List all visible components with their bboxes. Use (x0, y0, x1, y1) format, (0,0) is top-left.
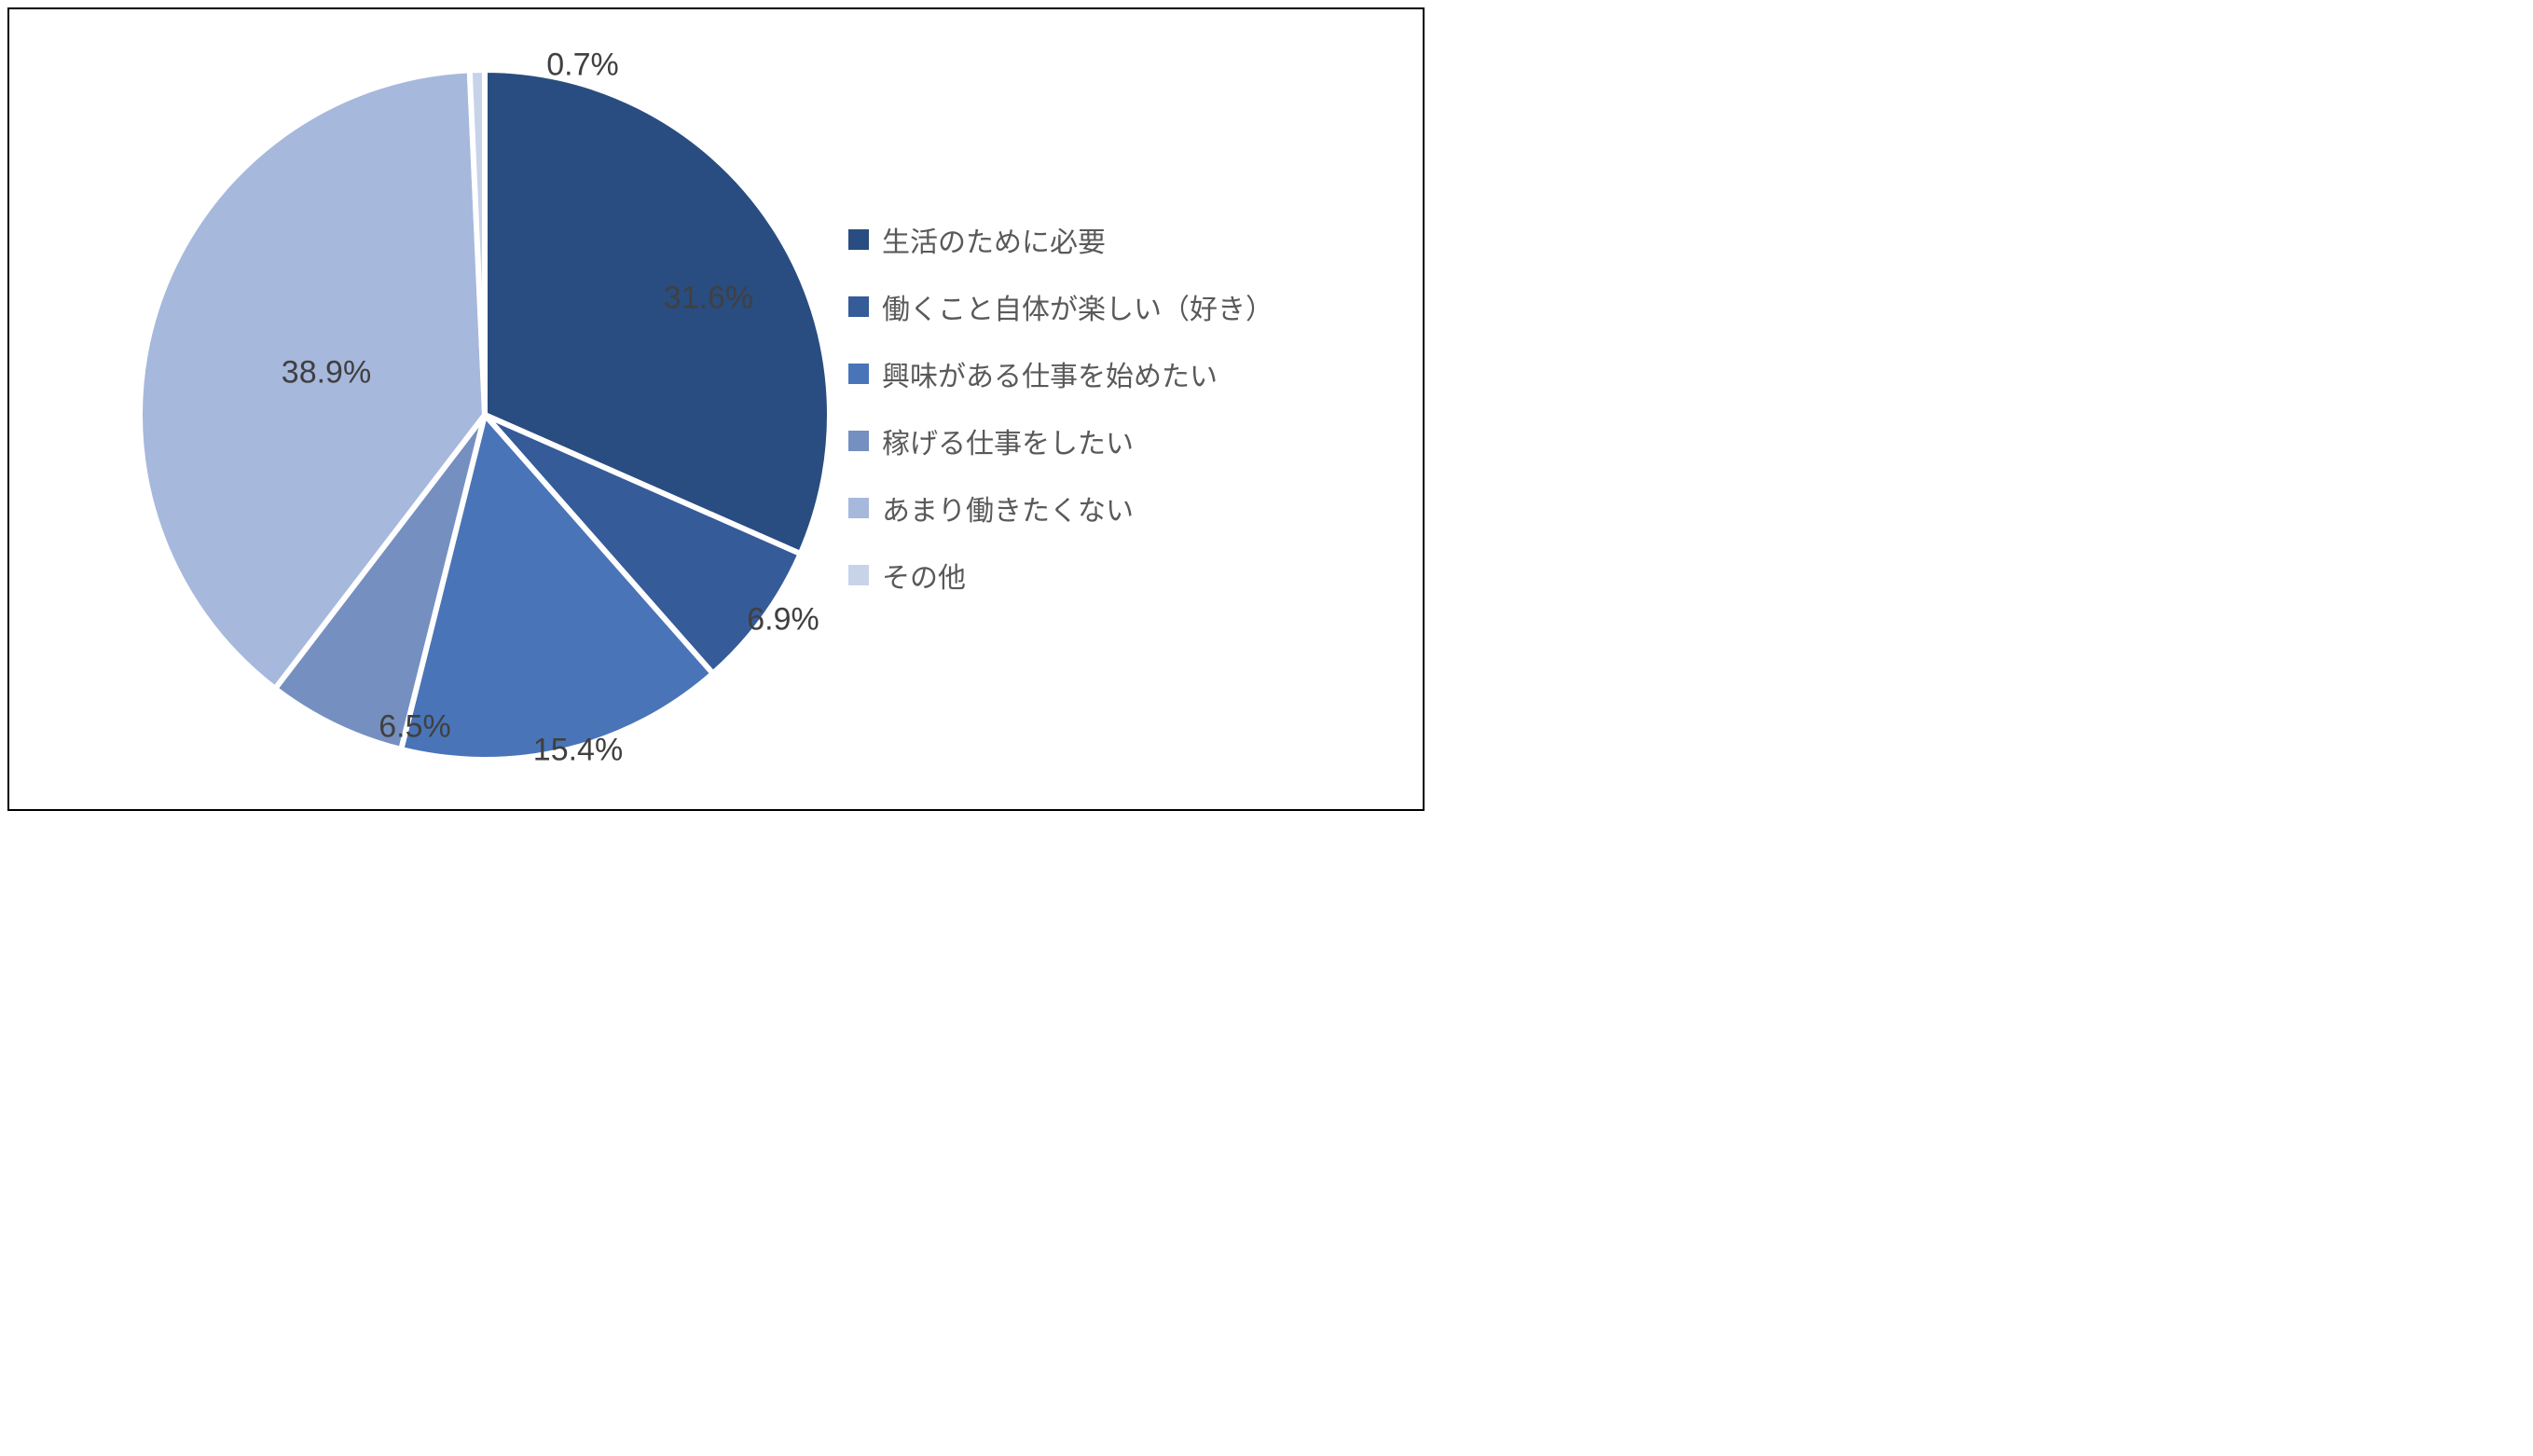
chart-area: 31.6% 6.9% 15.4% 6.5% 38.9% 0.7% 生活のために必要働くこと… (9, 9, 1423, 809)
data-label-4: 38.9% (282, 355, 371, 391)
legend-swatch-0 (848, 229, 869, 250)
data-label-0: 31.6% (664, 281, 753, 317)
legend-label-5: その他 (882, 555, 966, 596)
legend-label-0: 生活のために必要 (882, 219, 1106, 260)
legend-label-2: 興味がある仕事を始めたい (882, 353, 1218, 394)
legend-label-3: 稼げる仕事をしたい (882, 420, 1134, 461)
data-label-1: 6.9% (747, 602, 819, 639)
legend-item-4: あまり働きたくない (848, 488, 1273, 529)
legend-item-0: 生活のために必要 (848, 219, 1273, 260)
legend-item-3: 稼げる仕事をしたい (848, 420, 1273, 461)
legend-swatch-3 (848, 431, 869, 451)
chart-container: 31.6% 6.9% 15.4% 6.5% 38.9% 0.7% 生活のために必要働くこと… (7, 7, 1425, 811)
legend-swatch-1 (848, 296, 869, 317)
legend: 生活のために必要働くこと自体が楽しい（好き） 興味がある仕事を始めたい稼げる仕事を… (848, 219, 1273, 596)
legend-item-5: その他 (848, 555, 1273, 596)
legend-item-2: 興味がある仕事を始めたい (848, 353, 1273, 394)
data-label-5: 0.7% (546, 48, 619, 84)
legend-swatch-4 (848, 498, 869, 518)
legend-item-1: 働くこと自体が楽しい（好き） (848, 286, 1273, 327)
data-label-2: 15.4% (533, 733, 623, 769)
data-label-3: 6.5% (379, 709, 451, 746)
legend-label-4: あまり働きたくない (882, 488, 1134, 529)
legend-swatch-5 (848, 565, 869, 585)
legend-swatch-2 (848, 364, 869, 384)
legend-label-1: 働くこと自体が楽しい（好き） (882, 286, 1273, 327)
pie-chart (131, 37, 839, 792)
